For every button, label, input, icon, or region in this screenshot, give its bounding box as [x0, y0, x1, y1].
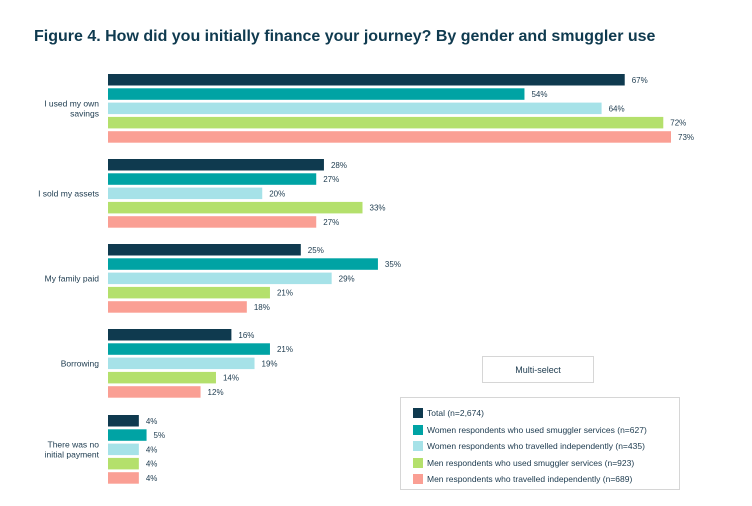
bar-i-used-my-own-savings-series-3	[108, 102, 602, 115]
category-label-line: Borrowing	[61, 358, 100, 368]
data-label: 28%	[331, 161, 347, 170]
bar-borrowing-series-1	[108, 329, 232, 341]
data-label: 33%	[370, 204, 386, 213]
legend-swatch	[413, 408, 423, 419]
bar-my-family-paid-series-2	[108, 258, 378, 270]
data-label: 29%	[339, 274, 355, 283]
category-label-i-used-my-own-savings: I used my own savings	[44, 98, 99, 118]
data-label: 4%	[146, 445, 158, 454]
data-label: 4%	[146, 417, 158, 426]
legend-swatch	[413, 424, 423, 435]
data-label: 25%	[308, 246, 324, 255]
data-label: 21%	[277, 345, 293, 354]
data-label: 16%	[238, 331, 254, 340]
data-label: 67%	[632, 76, 648, 85]
data-label: 18%	[254, 303, 270, 312]
bar-i-used-my-own-savings-series-2	[108, 88, 525, 100]
legend-swatch	[413, 474, 423, 485]
data-label: 72%	[670, 119, 686, 128]
legend-swatch	[413, 441, 423, 452]
bar-borrowing-series-3	[108, 357, 255, 370]
bar-i-sold-my-assets-series-4	[108, 201, 363, 214]
data-label: 35%	[385, 260, 401, 269]
bar-there-was-no-initial-payment-series-5	[108, 472, 139, 484]
legend-item-1: Total (n=2,674)	[413, 405, 679, 422]
data-label: 5%	[154, 431, 166, 440]
bar-my-family-paid-series-1	[108, 244, 301, 256]
data-label: 64%	[609, 104, 625, 113]
data-label: 19%	[262, 359, 278, 368]
category-label-line: I used my own	[44, 98, 99, 108]
data-label: 12%	[208, 388, 224, 397]
data-label: 4%	[146, 474, 158, 483]
chart-title: Figure 4. How did you initially finance …	[34, 28, 656, 45]
data-label: 4%	[146, 460, 158, 469]
category-label-my-family-paid: My family paid	[45, 273, 100, 283]
legend-swatch	[413, 457, 423, 468]
category-label-i-sold-my-assets: I sold my assets	[38, 188, 99, 198]
bar-i-sold-my-assets-series-5	[108, 216, 317, 228]
category-label-line: initial payment	[45, 449, 100, 459]
data-label: 54%	[531, 90, 547, 99]
legend: Total (n=2,674) Women respondents who use…	[400, 397, 680, 490]
legend-label: Men respondents who travelled independen…	[427, 474, 633, 485]
bar-my-family-paid-series-4	[108, 286, 270, 299]
legend-item-4: Men respondents who used smuggler servic…	[413, 455, 679, 472]
category-label-borrowing: Borrowing	[61, 358, 100, 368]
legend-label: Men respondents who used smuggler servic…	[427, 457, 635, 468]
bar-i-sold-my-assets-series-3	[108, 187, 263, 200]
bar-i-sold-my-assets-series-2	[108, 173, 317, 185]
bar-borrowing-series-4	[108, 371, 216, 384]
legend-label: Total (n=2,674)	[427, 408, 484, 419]
bar-borrowing-series-2	[108, 343, 270, 355]
legend-label: Women respondents who travelled independ…	[427, 441, 645, 452]
category-label-there-was-no-initial-payment: There was no initial payment	[45, 439, 100, 459]
category-label-line: I sold my assets	[38, 188, 99, 198]
legend-item-3: Women respondents who travelled independ…	[413, 438, 679, 455]
bar-borrowing-series-5	[108, 386, 201, 398]
bar-there-was-no-initial-payment-series-1	[108, 415, 139, 427]
category-label-line: There was no	[48, 439, 100, 449]
bar-there-was-no-initial-payment-series-4	[108, 457, 139, 470]
data-label: 14%	[223, 374, 239, 383]
data-label: 27%	[323, 175, 339, 184]
bar-there-was-no-initial-payment-series-3	[108, 443, 139, 456]
bar-i-used-my-own-savings-series-1	[108, 74, 625, 86]
legend-item-2: Women respondents who used smuggler serv…	[413, 422, 679, 439]
data-label: 20%	[269, 189, 285, 198]
bar-i-used-my-own-savings-series-4	[108, 116, 664, 129]
data-label: 73%	[678, 133, 694, 142]
legend-label: Women respondents who used smuggler serv…	[427, 424, 647, 435]
multi-select-note: Multi-select	[482, 356, 594, 383]
bar-i-sold-my-assets-series-1	[108, 159, 324, 171]
bar-i-used-my-own-savings-series-5	[108, 131, 671, 143]
category-label-line: My family paid	[45, 273, 100, 283]
bar-my-family-paid-series-3	[108, 272, 332, 285]
category-label-line: savings	[70, 108, 99, 118]
data-label: 27%	[323, 218, 339, 227]
data-label: 21%	[277, 289, 293, 298]
legend-item-5: Men respondents who travelled independen…	[413, 471, 679, 488]
bar-there-was-no-initial-payment-series-2	[108, 429, 147, 441]
bar-my-family-paid-series-5	[108, 301, 247, 313]
